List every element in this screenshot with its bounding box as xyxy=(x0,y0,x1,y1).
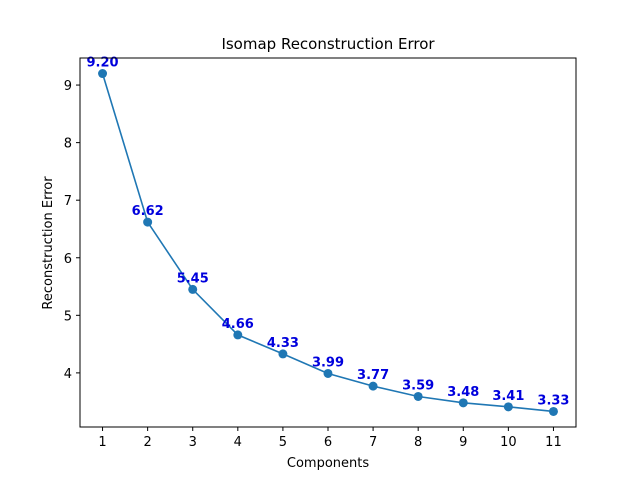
data-point xyxy=(368,381,378,391)
data-label: 3.99 xyxy=(312,355,344,370)
data-label: 3.48 xyxy=(447,385,479,400)
data-point xyxy=(98,69,108,79)
data-point xyxy=(188,284,198,294)
x-axis-title: Components xyxy=(287,456,369,471)
data-label: 9.20 xyxy=(87,56,119,71)
data-label: 3.59 xyxy=(402,378,434,393)
x-tick-label: 8 xyxy=(414,435,422,450)
data-label: 3.41 xyxy=(492,389,524,404)
data-point xyxy=(548,406,558,416)
y-tick-label: 5 xyxy=(64,309,72,324)
data-label: 6.62 xyxy=(132,204,164,219)
y-tick-label: 9 xyxy=(64,79,72,94)
x-tick-label: 4 xyxy=(234,435,242,450)
x-tick-label: 6 xyxy=(324,435,332,450)
y-tick-label: 4 xyxy=(64,367,72,382)
data-label: 5.45 xyxy=(177,271,209,286)
x-axis: 1 2 3 4 5 6 7 8 9 10 11 xyxy=(98,427,562,450)
y-tick-label: 6 xyxy=(64,252,72,267)
x-tick-label: 7 xyxy=(369,435,377,450)
y-tick-label: 7 xyxy=(64,194,72,209)
plot-frame xyxy=(79,57,577,428)
data-label: 4.66 xyxy=(222,317,254,332)
y-axis: 4 5 6 7 8 9 xyxy=(64,79,80,382)
data-label: 3.77 xyxy=(357,368,389,383)
data-point xyxy=(458,398,468,408)
data-label: 3.33 xyxy=(537,393,569,408)
x-tick-label: 9 xyxy=(459,435,467,450)
chart-title: Isomap Reconstruction Error xyxy=(221,35,435,53)
x-tick-label: 1 xyxy=(98,435,106,450)
plot-area: 9.20 6.62 5.45 4.66 4.33 3.99 3.77 3.59 3.48 3.41… xyxy=(87,56,569,416)
x-tick-label: 3 xyxy=(189,435,197,450)
y-axis-title: Reconstruction Error xyxy=(41,176,56,310)
data-point xyxy=(233,330,243,340)
data-point xyxy=(278,349,288,359)
data-point xyxy=(323,368,333,378)
x-tick-label: 10 xyxy=(500,435,517,450)
data-point xyxy=(503,402,513,412)
data-point xyxy=(143,217,153,227)
x-tick-label: 2 xyxy=(143,435,151,450)
data-point xyxy=(413,391,423,401)
x-tick-label: 5 xyxy=(279,435,287,450)
y-tick-label: 8 xyxy=(64,137,72,152)
data-label: 4.33 xyxy=(267,336,299,351)
x-tick-label: 11 xyxy=(545,435,562,450)
